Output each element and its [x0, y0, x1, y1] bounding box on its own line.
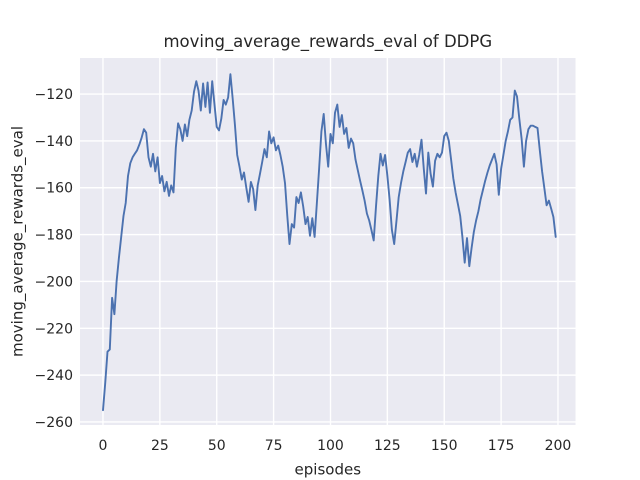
x-tick-label: 200 — [545, 438, 572, 454]
series-line-ddpg — [102, 73, 557, 412]
y-tick-label: −140 — [35, 134, 73, 150]
y-tick-label: −160 — [35, 181, 73, 197]
y-tick-label: −220 — [35, 321, 73, 337]
x-tick-label: 125 — [374, 438, 401, 454]
y-axis-label: moving_average_rewards_eval — [9, 126, 28, 357]
x-tick-label: 75 — [265, 438, 283, 454]
y-tick-label: −240 — [35, 368, 73, 384]
y-tick-label: −180 — [35, 228, 73, 244]
x-tick-label: 100 — [317, 438, 344, 454]
tick-labels-layer: 0 25 50 75 100 125 150 175 200 −260 −240 −220 −200 −1… — [35, 87, 572, 454]
plot-area — [80, 58, 576, 425]
x-tick-label: 150 — [431, 438, 458, 454]
x-tick-label: 0 — [99, 438, 108, 454]
chart-title: moving_average_rewards_eval of DDPG — [163, 32, 492, 52]
y-tick-label: −200 — [35, 274, 73, 290]
y-tick-label: −260 — [35, 415, 73, 431]
x-tick-label: 50 — [208, 438, 226, 454]
series-layer — [102, 73, 557, 412]
x-tick-label: 175 — [488, 438, 515, 454]
x-axis-label: episodes — [295, 461, 362, 479]
y-tick-label: −120 — [35, 87, 73, 103]
x-tick-label: 25 — [151, 438, 169, 454]
plot-background-layer — [80, 58, 576, 425]
